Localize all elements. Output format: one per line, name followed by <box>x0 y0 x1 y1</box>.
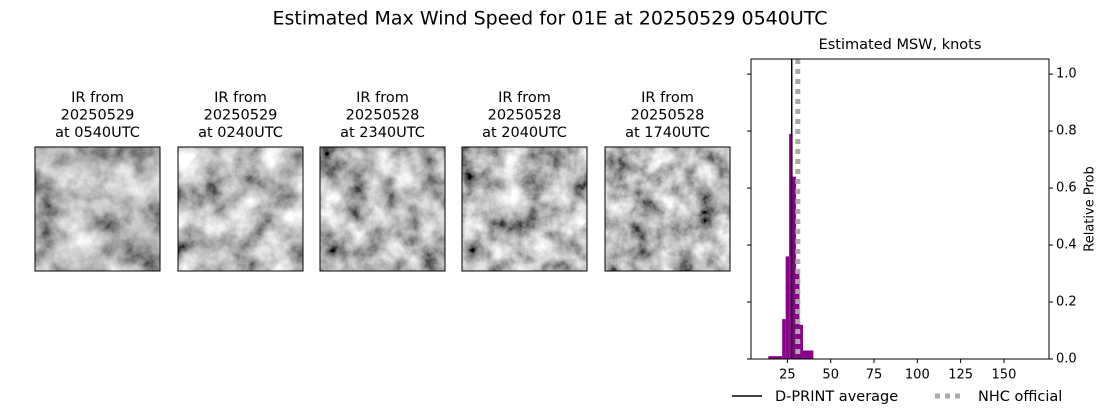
panel-frame <box>461 146 588 272</box>
panel-label: at 0240UTC <box>198 125 283 141</box>
panel-label: IR from <box>356 90 409 106</box>
bar <box>782 319 786 359</box>
panel-label: 20250528 <box>488 108 562 124</box>
ir-image <box>35 147 160 271</box>
y-tick-label: 0.2 <box>1056 295 1077 310</box>
x-tick-label: 100 <box>905 368 930 383</box>
bar <box>796 270 800 359</box>
bar <box>802 350 814 359</box>
legend-label: NHC official <box>978 389 1062 405</box>
bar <box>768 356 783 359</box>
plot-frame <box>750 58 1050 360</box>
panel-label: IR from <box>214 90 267 106</box>
y-axis-label: Relative Prob <box>1083 166 1098 251</box>
y-tick-label: 0.4 <box>1056 238 1077 253</box>
panel-frame <box>604 146 731 272</box>
ir-image <box>178 147 303 271</box>
x-tick-label: 125 <box>948 368 973 383</box>
panel-label: 20250528 <box>631 108 705 124</box>
panel-label: 20250528 <box>346 108 420 124</box>
x-tick-label: 150 <box>992 368 1017 383</box>
ir-image <box>462 147 587 271</box>
ir-image <box>605 147 730 271</box>
panel-label: at 2040UTC <box>482 125 567 141</box>
bar <box>785 256 790 359</box>
panel-label: IR from <box>71 90 124 106</box>
panel-label: at 0540UTC <box>55 125 140 141</box>
x-tick-label: 25 <box>779 368 796 383</box>
bar <box>789 133 793 359</box>
y-tick-label: 0.6 <box>1056 181 1077 196</box>
x-tick-label: 75 <box>866 368 883 383</box>
legend-label: D-PRINT average <box>775 389 898 405</box>
y-tick-label: 1.0 <box>1056 67 1077 82</box>
panel-label: IR from <box>498 90 551 106</box>
panel-frame <box>319 146 446 272</box>
chart-title: Estimated MSW, knots <box>819 37 982 53</box>
bar <box>792 176 797 359</box>
panel-label: 20250529 <box>204 108 278 124</box>
panel-frame <box>177 146 304 272</box>
ir-image <box>320 147 445 271</box>
figure-title: Estimated Max Wind Speed for 01E at 2025… <box>272 8 827 30</box>
panel-label: 20250529 <box>61 108 135 124</box>
panel-label: at 2340UTC <box>340 125 425 141</box>
y-tick-label: 0.0 <box>1056 352 1077 367</box>
panel-frame <box>34 146 161 272</box>
x-tick-label: 50 <box>822 368 839 383</box>
y-tick-label: 0.8 <box>1056 124 1077 139</box>
panel-label: at 1740UTC <box>625 125 710 141</box>
bar <box>799 324 803 359</box>
panel-label: IR from <box>641 90 694 106</box>
